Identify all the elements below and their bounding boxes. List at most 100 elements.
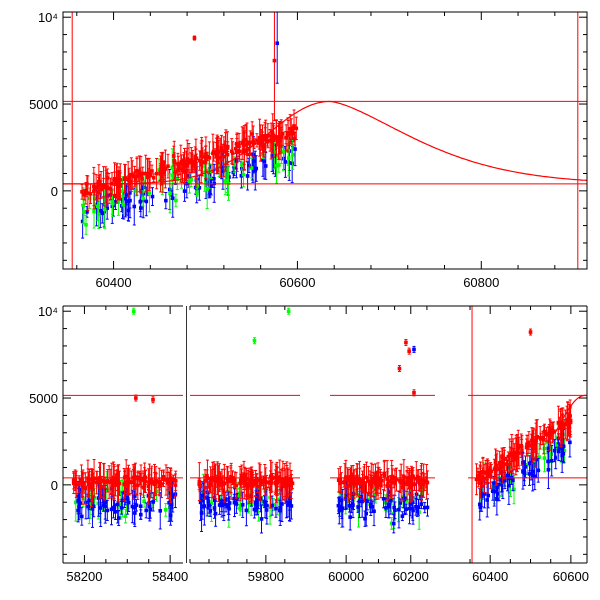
data-point [482,476,486,481]
data-point [185,157,190,161]
data-point [126,500,131,505]
data-point [566,417,570,422]
data-point [232,478,237,482]
data-point [80,477,84,482]
data-point [84,500,88,505]
data-point [221,169,225,173]
data-point [234,502,239,506]
data-point [225,144,230,149]
data-point [94,185,98,190]
data-point [419,502,424,506]
data-point [213,511,218,516]
data-point [126,177,130,182]
data-point [263,479,268,484]
data-point [132,474,137,479]
data-point [393,480,397,485]
data-point [208,509,213,513]
data-point [105,176,110,180]
data-point [138,504,143,508]
data-point [171,477,176,482]
data-point [171,154,176,158]
data-point [339,498,343,502]
segment-3 [468,306,587,563]
model-curve [554,394,587,435]
bottom-panel: 58200 58400 59800 60000 60200 60400 60600 0 5000… [29,304,589,584]
data-point [546,446,551,451]
data-point [252,141,256,146]
data-point [278,139,282,143]
data-point [127,175,131,179]
data-point [368,502,373,507]
data-point [110,484,115,488]
data-point [272,150,277,154]
data-point [126,483,130,488]
data-point [281,149,286,154]
data-point [415,509,420,514]
data-point [202,504,207,508]
data-point [546,431,551,436]
data-point [219,165,224,169]
data-point [486,493,491,498]
data-point [414,476,419,481]
data-point [287,500,292,504]
data-point [97,480,102,485]
data-point [222,154,226,159]
data-point [102,209,106,214]
data-point [268,138,272,143]
data-point [167,500,171,505]
data-point [80,190,84,194]
data-point [108,480,113,484]
data-point [149,478,154,482]
data-point [553,442,558,446]
data-point [384,506,388,510]
data-point [174,198,178,203]
data-point [92,187,97,191]
data-point [381,496,386,501]
data-point [103,183,108,187]
data-point [504,462,509,466]
data-point [192,161,197,165]
data-point [102,207,107,212]
data-point [478,472,482,477]
data-point [542,437,546,442]
data-point [347,504,352,508]
data-point [133,494,137,498]
data-point [250,132,254,136]
data-point [105,206,109,210]
data-point [212,181,217,186]
data-point [116,481,120,486]
data-point [549,458,554,463]
data-point [402,474,406,479]
data-point [138,199,143,204]
data-point [168,479,173,483]
data-point [416,478,421,482]
data-point [260,134,265,138]
data-point [146,484,151,489]
data-point [74,482,79,487]
data-point [415,474,420,479]
x-tick-label: 60600 [279,275,315,290]
data-point [204,177,208,182]
data-point [482,492,487,496]
data-point [168,191,172,196]
data-point [412,482,417,487]
data-point [255,138,259,143]
data-point [260,499,265,504]
data-point [270,134,274,139]
data-point [123,514,128,518]
data-point [175,177,180,181]
data-point [218,155,223,160]
data-point [417,510,421,514]
data-point [242,143,247,147]
data-point [275,139,280,144]
data-point [183,169,188,174]
data-point [274,163,279,168]
data-point [418,482,423,486]
data-point [98,506,103,510]
data-point [552,448,557,453]
data-point [209,501,214,506]
data-point [222,481,227,486]
data-point [270,154,275,158]
data-point [346,499,350,504]
data-point [227,501,232,505]
